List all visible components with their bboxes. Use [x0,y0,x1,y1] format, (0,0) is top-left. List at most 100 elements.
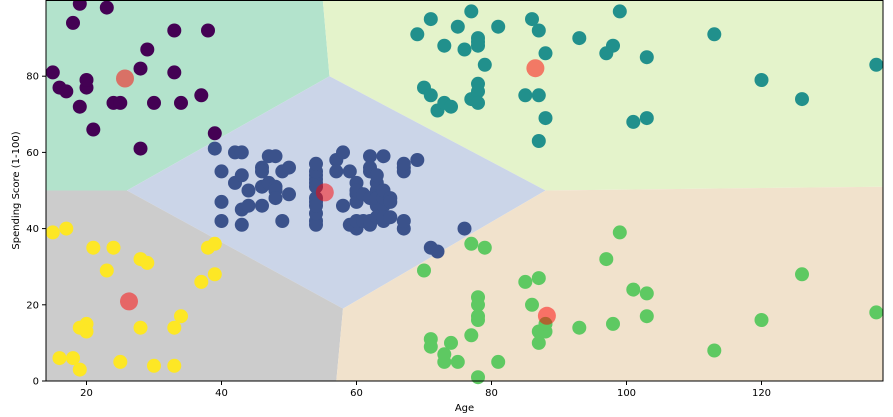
data-point [626,114,641,129]
data-point [707,27,722,42]
data-point [207,141,222,156]
data-point [538,46,553,61]
data-point [72,99,87,114]
data-point [336,198,350,213]
data-point [133,61,148,76]
data-point [376,149,391,164]
data-points [45,0,884,385]
x-tick-label: 60 [350,388,363,399]
data-point [491,19,506,34]
data-point [72,362,87,377]
data-point [437,347,452,362]
data-point [234,217,249,232]
y-axis-ticks: 0 20 40 60 80 [26,72,46,388]
data-point [754,313,769,327]
data-point [471,34,485,49]
data-point [531,335,546,350]
data-point [383,194,398,209]
data-point [450,354,465,369]
data-point [234,145,249,160]
data-point [72,0,87,11]
data-point [214,164,229,179]
data-point [59,84,74,99]
data-point [437,38,452,53]
data-point [795,267,809,282]
x-tick-label: 100 [617,388,636,399]
data-point [167,358,182,373]
data-point [471,297,485,312]
data-point [86,122,101,137]
y-tick-label: 40 [26,224,39,235]
data-point [572,31,587,46]
data-point [45,65,60,80]
data-point [639,309,654,324]
data-point [795,92,809,107]
data-point [113,95,128,110]
data-point [194,274,209,289]
data-point [491,354,506,369]
data-point [707,343,722,358]
centroid-marker [116,69,134,88]
data-point [477,57,492,72]
data-point [572,320,587,335]
data-point [336,145,350,160]
data-point [423,88,438,103]
y-tick-label: 80 [26,72,39,83]
data-point [255,164,269,179]
data-point [464,236,479,251]
centroid-marker [537,306,556,325]
data-point [531,88,546,103]
data-point [396,214,411,228]
data-point [639,50,654,65]
data-point [606,316,620,331]
data-point [174,309,188,324]
data-point [275,214,290,228]
data-point [471,313,485,327]
data-point [207,267,222,282]
data-point [79,73,94,87]
data-point [531,134,546,148]
data-point [612,4,627,19]
data-point [45,225,60,240]
data-point [444,99,458,114]
data-point [423,339,438,354]
data-point [417,263,431,278]
data-point [309,217,323,232]
data-point [309,156,323,171]
data-point [86,240,101,255]
x-tick-label: 40 [215,388,228,399]
data-point [363,149,377,164]
data-point [538,111,553,126]
data-point [133,141,148,156]
data-point [106,240,121,255]
data-point [457,42,472,57]
data-point [268,149,283,164]
y-tick-label: 20 [26,300,39,311]
data-point [167,65,182,80]
data-point [518,88,533,103]
data-point [140,255,155,270]
centroid-marker [120,292,138,311]
data-point [234,168,249,183]
data-point [214,194,229,209]
plot-frame [45,0,884,382]
data-point [457,221,472,236]
x-axis-label: Age [455,403,474,414]
data-point [194,88,209,103]
data-point [167,320,182,335]
data-point [531,23,546,38]
y-tick-label: 0 [33,377,39,388]
data-point [147,358,161,373]
data-point [282,187,296,202]
region-purple [46,0,330,191]
cluster-centroids [116,59,556,325]
data-point [52,351,67,366]
data-point [66,15,80,30]
data-point [133,320,148,335]
data-point [113,354,128,369]
data-point [174,95,188,110]
data-point [606,38,620,53]
x-tick-label: 20 [80,388,93,399]
data-point [309,198,323,213]
